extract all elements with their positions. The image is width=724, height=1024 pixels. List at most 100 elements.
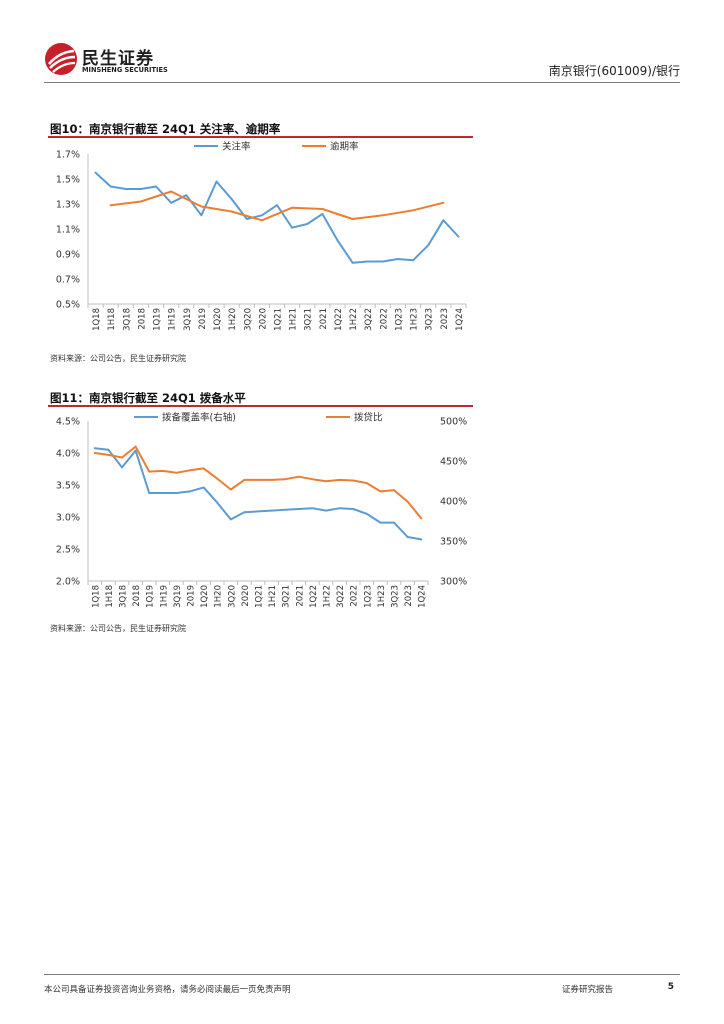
data-point	[270, 478, 273, 481]
data-point	[230, 198, 233, 200]
data-point	[134, 449, 137, 452]
x-tick-label: 1H18	[105, 585, 115, 608]
x-tick-label: 1Q23	[363, 585, 373, 608]
data-point	[94, 171, 97, 174]
figure-10-chart: 0.5% 0.7% 0.9% 1.1% 1.3% 1.5% 1.7% 1Q18 1H18 3Q18…	[56, 141, 467, 331]
x-tick-label: 3Q19	[173, 585, 183, 608]
x-tick-label: 1Q18	[91, 585, 101, 608]
x-tick-label: 3Q18	[119, 585, 129, 608]
data-point	[148, 470, 151, 473]
x-tick-label: 2022	[350, 585, 360, 607]
data-point	[243, 511, 246, 514]
data-point	[140, 188, 142, 190]
footer-report-type: 证券研究报告	[562, 985, 614, 995]
data-point	[365, 482, 368, 484]
legend-label: 逾期率	[330, 141, 359, 153]
data-point	[381, 214, 384, 217]
x-tick-label: 1Q24	[455, 308, 465, 331]
data-point	[93, 452, 96, 454]
data-point	[381, 260, 384, 263]
data-point	[170, 190, 173, 193]
x-tick-label: 2021	[319, 308, 329, 330]
data-point	[270, 509, 273, 512]
data-point	[393, 489, 395, 492]
x-tick-label: 2021	[295, 585, 305, 607]
series-line-1	[109, 190, 445, 222]
y-tick-label: 3.5%	[56, 481, 80, 492]
y-right-tick-label: 400%	[440, 497, 467, 508]
y-tick-label: 1.1%	[56, 225, 80, 236]
data-point	[200, 205, 203, 208]
x-tick-label: 1Q19	[153, 308, 163, 331]
data-point	[420, 517, 423, 520]
data-point	[155, 185, 157, 188]
page-number: 5	[667, 982, 674, 992]
data-point	[321, 208, 324, 210]
x-tick-label: 1H23	[410, 308, 420, 331]
data-point	[406, 536, 409, 538]
data-point	[93, 447, 96, 450]
data-point	[257, 510, 259, 513]
data-point	[297, 475, 300, 478]
data-point	[338, 478, 341, 481]
brand-name-cn: 民生证券	[82, 49, 154, 69]
x-tick-label: 3Q19	[183, 308, 193, 331]
x-tick-label: 2018	[132, 585, 142, 607]
y-tick-label: 2.0%	[56, 577, 80, 588]
data-point	[291, 206, 294, 209]
x-tick-label: 1Q22	[334, 308, 344, 331]
data-point	[185, 194, 188, 197]
figure-11-chart: 2.0% 2.5% 3.0% 3.5% 4.0% 4.5% 300% 350% 400% 450%…	[56, 412, 467, 608]
data-point	[124, 188, 127, 190]
data-point	[427, 244, 430, 247]
legend-label: 关注率	[222, 141, 251, 153]
data-point	[175, 471, 178, 474]
y-tick-label: 1.5%	[56, 175, 80, 186]
x-tick-label: 1Q19	[146, 585, 156, 608]
y-right-tick-label: 350%	[440, 537, 467, 548]
data-point	[365, 512, 368, 515]
legend-label: 拨备覆盖率(右轴)	[162, 412, 236, 424]
x-tick-label: 3Q22	[336, 585, 346, 608]
data-point	[276, 204, 278, 207]
y-tick-label: 4.5%	[56, 417, 80, 428]
x-tick-label: 1H23	[377, 585, 387, 608]
header-divider	[44, 82, 680, 83]
data-point	[260, 214, 263, 217]
x-tick-label: 1H20	[214, 585, 224, 608]
data-point	[338, 507, 341, 510]
x-tick-label: 3Q23	[391, 585, 401, 608]
data-point	[352, 508, 355, 510]
data-point	[140, 200, 142, 203]
data-point	[148, 492, 151, 494]
data-point	[406, 500, 409, 503]
data-point	[397, 258, 399, 260]
x-tick-label: 3Q21	[282, 585, 292, 608]
x-tick-label: 3Q20	[227, 585, 237, 608]
y-tick-label: 4.0%	[56, 449, 80, 460]
x-tick-label: 3Q20	[243, 308, 253, 331]
data-point	[321, 213, 324, 215]
data-point	[229, 518, 232, 521]
data-point	[243, 478, 246, 481]
data-point	[260, 219, 263, 222]
legend-label: 拨贷比	[354, 412, 383, 424]
data-point	[306, 223, 309, 225]
y-right-tick-label: 300%	[440, 577, 467, 588]
figure-10-title: 图10：南京银行截至 24Q1 关注率、逾期率	[50, 122, 281, 136]
x-tick-label: 1H19	[159, 585, 169, 608]
data-point	[229, 488, 232, 491]
x-tick-label: 1H21	[289, 308, 299, 331]
brand-logo: 民生证券 MINSHENG SECURITIES	[44, 42, 184, 78]
x-tick-label: 2019	[198, 308, 208, 330]
y-tick-label: 0.5%	[56, 300, 80, 311]
x-tick-label: 1Q20	[200, 585, 210, 608]
figure-10-rule	[48, 136, 473, 138]
figure-11-title: 图11：南京银行截至 24Q1 拨备水平	[50, 391, 246, 405]
x-tick-label: 3Q23	[425, 308, 435, 331]
data-point	[202, 467, 205, 470]
data-point	[121, 466, 123, 469]
x-tick-label: 2020	[241, 585, 251, 607]
data-point	[311, 478, 314, 481]
footer-disclaimer: 本公司具备证券投资咨询业务资格，请务必阅读最后一页免责声明	[44, 985, 291, 995]
